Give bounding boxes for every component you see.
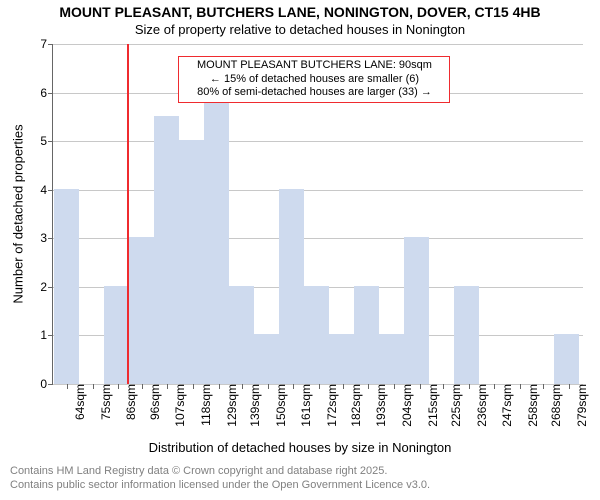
- histogram-bar: [379, 334, 403, 384]
- chart-title: MOUNT PLEASANT, BUTCHERS LANE, NONINGTON…: [0, 4, 600, 20]
- y-tick-label: 6: [40, 86, 53, 100]
- y-tick-label: 5: [40, 134, 53, 148]
- histogram-bar: [554, 334, 578, 384]
- x-tick-label: 193sqm: [368, 384, 388, 427]
- x-tick-label: 129sqm: [219, 384, 239, 427]
- histogram-bar: [304, 286, 328, 384]
- x-tick-label: 107sqm: [167, 384, 187, 427]
- y-axis-label: Number of detached properties: [11, 124, 26, 303]
- x-axis-label: Distribution of detached houses by size …: [0, 440, 600, 455]
- x-tick-label: 236sqm: [469, 384, 489, 427]
- y-tick-label: 2: [40, 280, 53, 294]
- gridline: [53, 44, 583, 45]
- chart-container: MOUNT PLEASANT, BUTCHERS LANE, NONINGTON…: [0, 0, 600, 500]
- x-tick-label: 279sqm: [569, 384, 589, 427]
- x-tick-label: 86sqm: [118, 384, 138, 420]
- histogram-bar: [179, 140, 203, 384]
- histogram-bar: [279, 189, 303, 384]
- histogram-bar: [229, 286, 253, 384]
- histogram-bar: [154, 116, 178, 384]
- x-tick-label: 225sqm: [443, 384, 463, 427]
- gridline: [53, 190, 583, 191]
- y-tick-label: 4: [40, 183, 53, 197]
- histogram-bar: [354, 286, 378, 384]
- x-tick-label: 118sqm: [193, 384, 213, 426]
- chart-subtitle: Size of property relative to detached ho…: [0, 22, 600, 37]
- histogram-bar: [104, 286, 128, 384]
- gridline: [53, 141, 583, 142]
- reference-marker: [127, 44, 129, 384]
- y-tick-label: 3: [40, 231, 53, 245]
- histogram-bar: [454, 286, 478, 384]
- histogram-bar: [129, 237, 153, 384]
- x-tick-label: 96sqm: [142, 384, 162, 420]
- x-tick-label: 204sqm: [394, 384, 414, 427]
- y-tick-label: 1: [40, 328, 53, 342]
- x-tick-label: 172sqm: [319, 384, 339, 427]
- histogram-bar: [329, 334, 353, 384]
- y-tick-label: 0: [40, 377, 53, 391]
- x-tick-label: 247sqm: [494, 384, 514, 427]
- x-tick-label: 182sqm: [343, 384, 363, 427]
- x-tick-label: 75sqm: [93, 384, 113, 420]
- x-tick-label: 64sqm: [67, 384, 87, 420]
- histogram-bar: [54, 189, 78, 384]
- x-tick-label: 215sqm: [420, 384, 440, 427]
- annotation-line: 80% of semi-detached houses are larger (…: [183, 86, 445, 100]
- footer-line-2: Contains public sector information licen…: [10, 478, 430, 492]
- x-tick-label: 161sqm: [293, 384, 313, 427]
- y-tick-label: 7: [40, 37, 53, 51]
- x-tick-label: 258sqm: [520, 384, 540, 427]
- annotation-box: MOUNT PLEASANT BUTCHERS LANE: 90sqm← 15%…: [178, 56, 450, 103]
- x-tick-label: 150sqm: [268, 384, 288, 427]
- histogram-bar: [404, 237, 428, 384]
- x-tick-label: 268sqm: [543, 384, 563, 427]
- x-tick-label: 139sqm: [242, 384, 262, 427]
- annotation-line: ← 15% of detached houses are smaller (6): [183, 73, 445, 87]
- annotation-line: MOUNT PLEASANT BUTCHERS LANE: 90sqm: [183, 59, 445, 73]
- histogram-bar: [254, 334, 278, 384]
- footer-attribution: Contains HM Land Registry data © Crown c…: [10, 464, 430, 493]
- plot-area: 0123456764sqm75sqm86sqm96sqm107sqm118sqm…: [52, 44, 583, 385]
- footer-line-1: Contains HM Land Registry data © Crown c…: [10, 464, 430, 478]
- histogram-bar: [204, 92, 228, 384]
